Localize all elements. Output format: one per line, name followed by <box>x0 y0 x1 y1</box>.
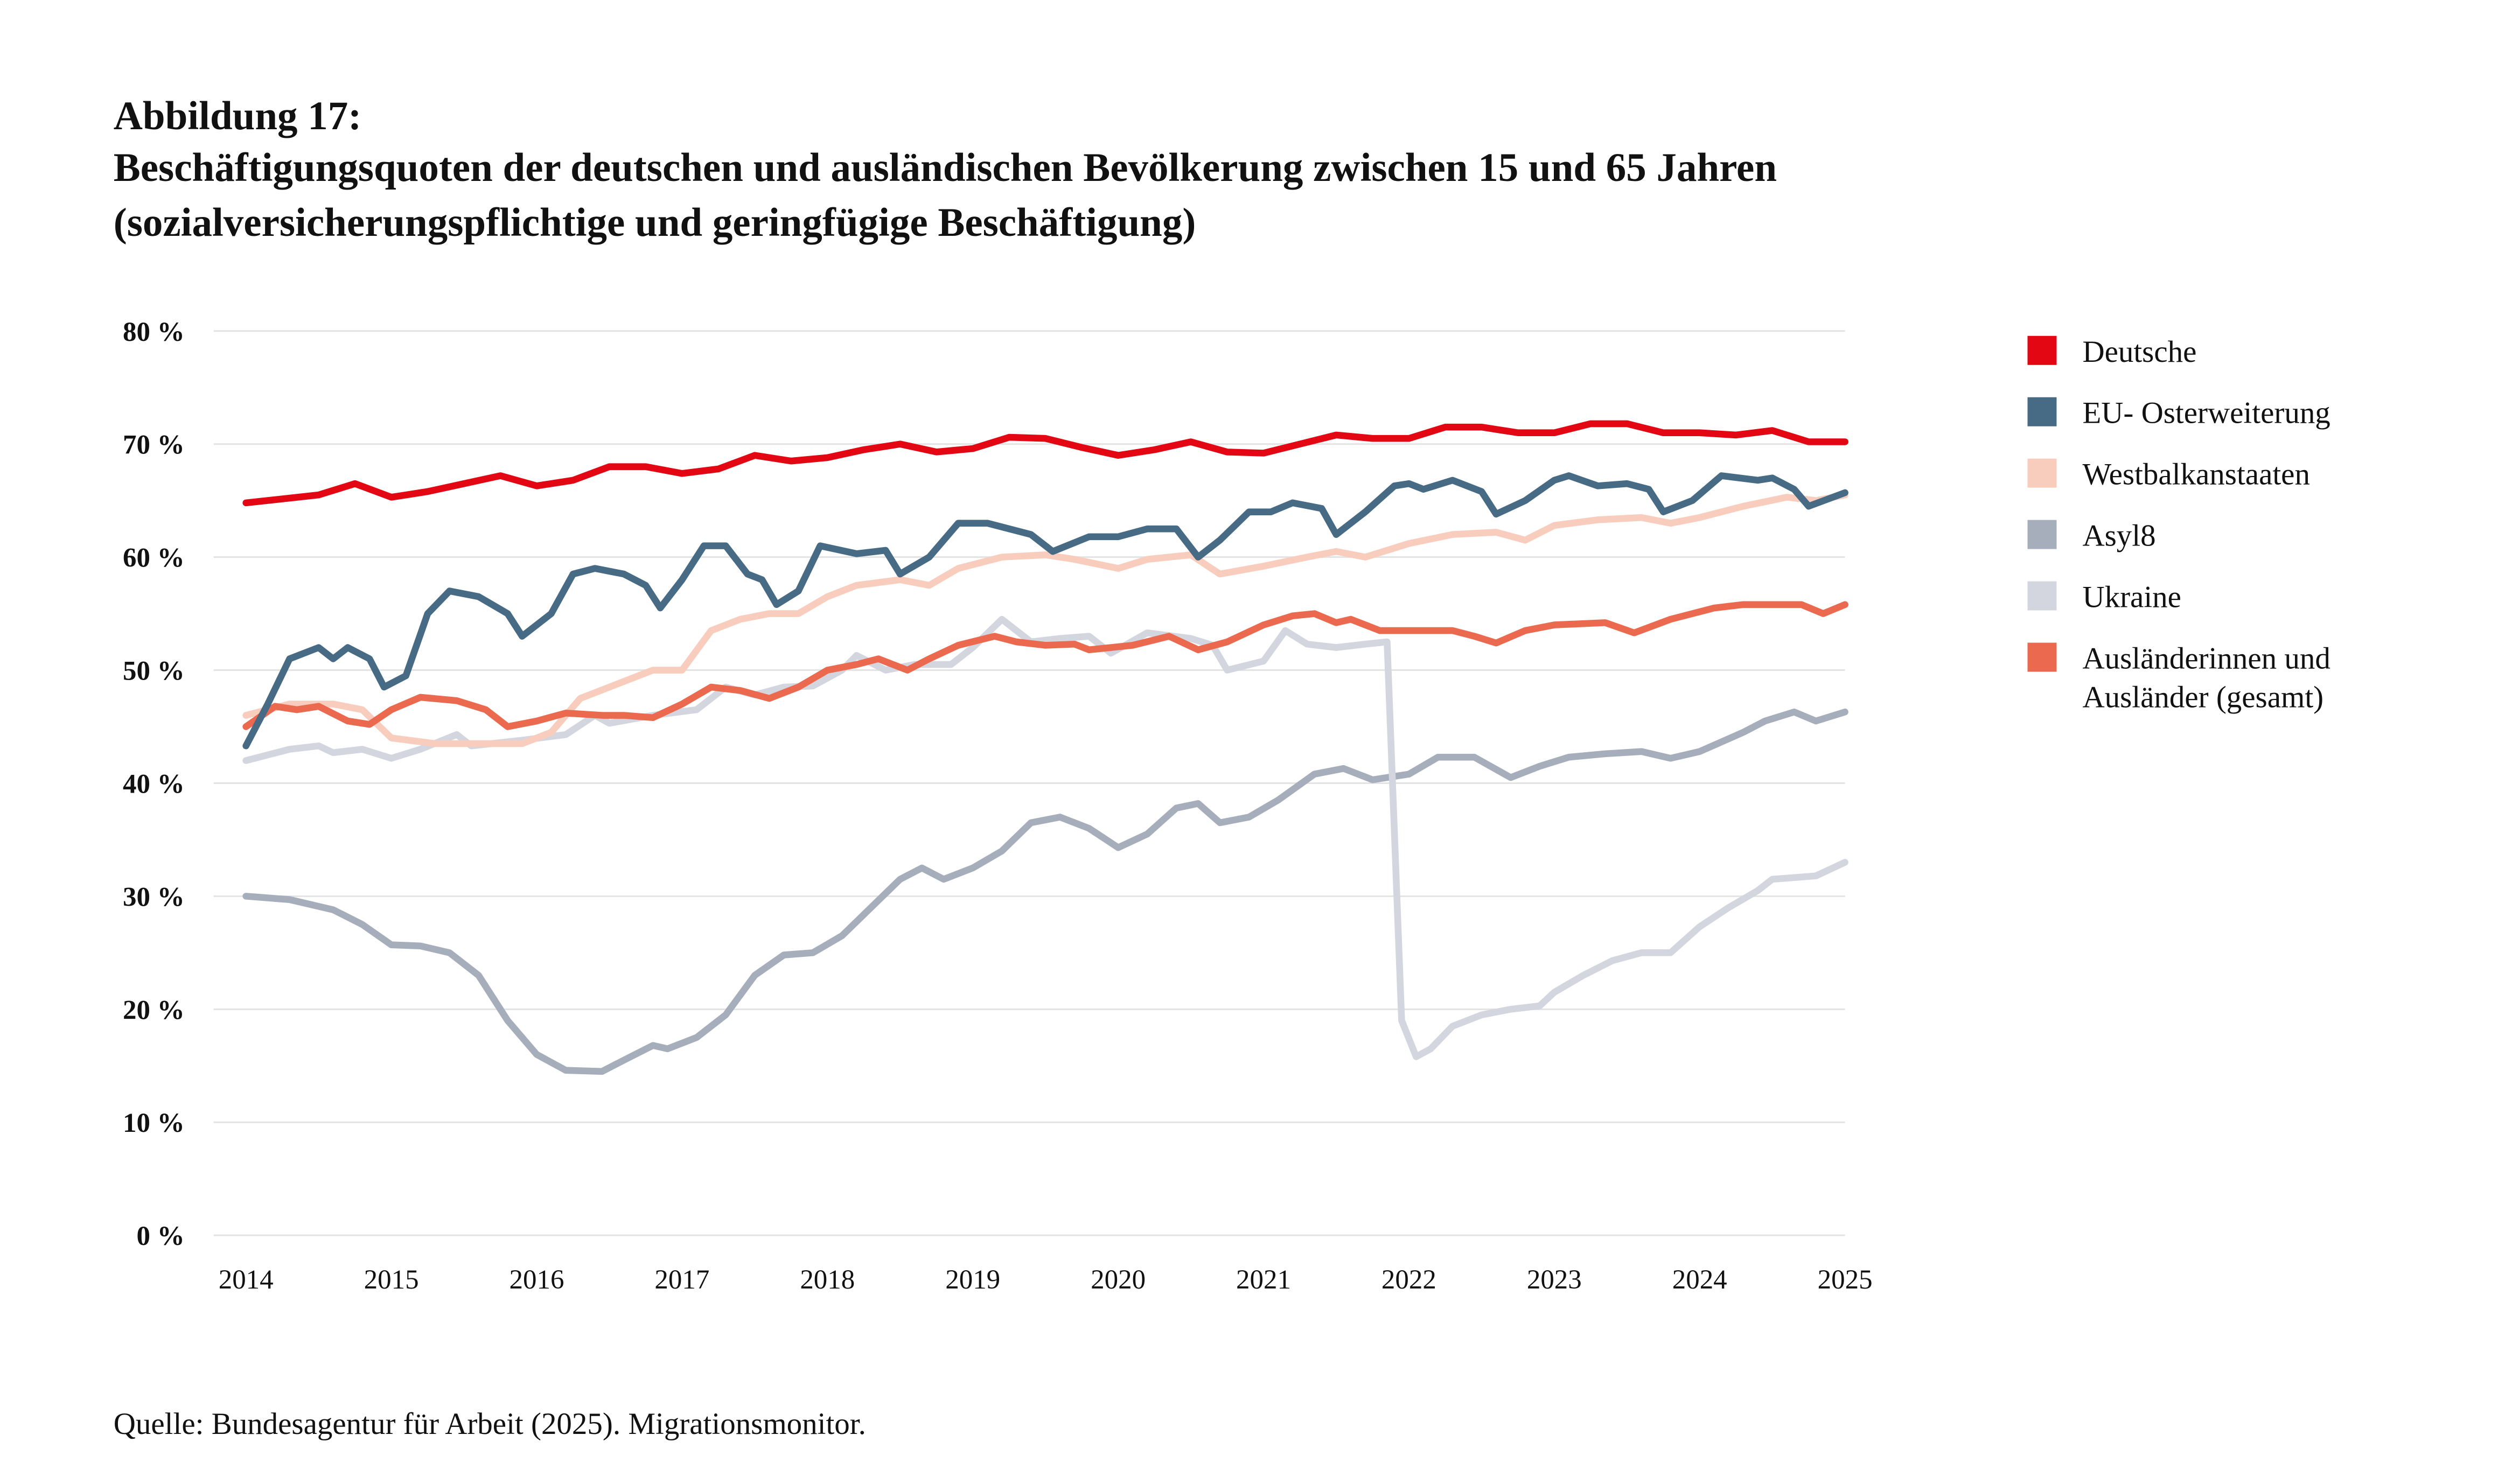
legend-label: Ausländerinnen und <box>2082 642 2330 676</box>
y-tick-label: 70 % <box>123 430 185 460</box>
legend-swatch <box>2027 642 2057 672</box>
legend-item: Asyl8 <box>2027 519 2156 553</box>
x-tick-label: 2014 <box>219 1265 274 1295</box>
x-tick-label: 2016 <box>510 1265 564 1295</box>
legend-item: Ukraine <box>2027 580 2181 614</box>
legend-item: Deutsche <box>2027 335 2196 369</box>
x-tick-label: 2021 <box>1236 1265 1291 1295</box>
legend-item: Westbalkanstaaten <box>2027 458 2310 492</box>
legend-label: Westbalkanstaaten <box>2082 458 2310 492</box>
legend-label: Ukraine <box>2082 580 2181 614</box>
x-tick-label: 2018 <box>800 1265 855 1295</box>
y-tick-label: 50 % <box>123 656 185 687</box>
series-line-2 <box>242 491 1848 747</box>
x-tick-label: 2024 <box>1672 1265 1727 1295</box>
legend-label: Ausländer (gesamt) <box>2082 681 2323 715</box>
legend-swatch <box>2027 397 2057 426</box>
legend-item: Ausländerinnen und Ausländer (gesamt) <box>2027 642 2330 715</box>
source-note: Quelle: Bundesagentur für Arbeit (2025).… <box>114 1407 866 1441</box>
y-tick-label: 30 % <box>123 882 185 912</box>
x-axis: 2014 2015 2016 2017 2018 2019 2020 2021 2022 2023… <box>219 1265 1873 1295</box>
plot-area <box>242 420 1848 1075</box>
x-tick-label: 2023 <box>1527 1265 1582 1295</box>
y-tick-label: 20 % <box>123 995 185 1025</box>
legend-swatch <box>2027 520 2057 549</box>
x-tick-label: 2017 <box>654 1265 709 1295</box>
figure-number: Abbildung 17: <box>114 94 361 138</box>
series-line-3 <box>242 708 1848 1075</box>
legend-swatch <box>2027 335 2057 365</box>
series-line-5 <box>242 601 1848 730</box>
legend-label: Asyl8 <box>2082 519 2155 553</box>
legend-swatch <box>2027 458 2057 488</box>
x-tick-label: 2020 <box>1091 1265 1146 1295</box>
y-tick-label: 60 % <box>123 543 185 573</box>
x-tick-label: 2025 <box>1818 1265 1873 1295</box>
y-tick-label: 40 % <box>123 769 185 799</box>
series-line-0 <box>242 420 1848 507</box>
legend-item: EU- Osterweiterung <box>2027 396 2330 430</box>
gridlines <box>213 330 1845 1236</box>
y-axis: 0 % 10 % 20 % 30 % 40 % 50 % 60 % 70 % 80 % <box>123 317 185 1251</box>
series-line-1 <box>242 472 1848 750</box>
x-tick-label: 2019 <box>945 1265 1000 1295</box>
chart-title: Beschäftigungsquoten der deutschen und a… <box>114 145 1777 190</box>
y-tick-label: 10 % <box>123 1108 185 1138</box>
legend-label: Deutsche <box>2082 335 2196 369</box>
x-tick-label: 2022 <box>1381 1265 1436 1295</box>
chart-subtitle: (sozialversicherungspflichtige und gerin… <box>114 200 1196 245</box>
x-tick-label: 2015 <box>364 1265 419 1295</box>
legend-swatch <box>2027 581 2057 611</box>
legend-label: EU- Osterweiterung <box>2082 396 2330 430</box>
y-tick-label: 80 % <box>123 317 185 347</box>
y-tick-label: 0 % <box>137 1221 185 1251</box>
legend: Deutsche EU- Osterweiterung Westbalkanstaa… <box>2027 335 2330 715</box>
